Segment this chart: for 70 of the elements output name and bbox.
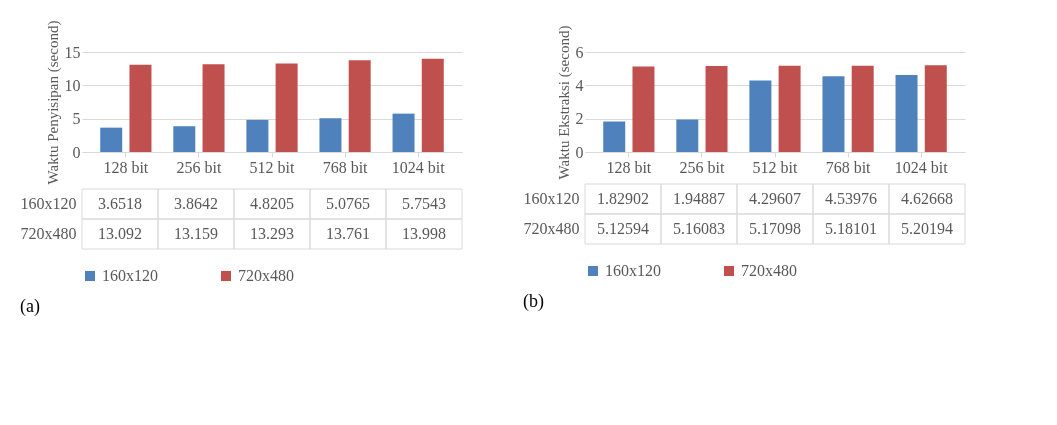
text: 160x120: [523, 190, 580, 207]
text: 160x120: [20, 195, 77, 212]
data-label: 5.7543: [402, 195, 446, 212]
data-label: 1.82902: [597, 190, 649, 207]
y-tick-label: 4: [575, 76, 584, 94]
text: (b): [523, 291, 544, 312]
bar: [778, 65, 801, 152]
bar: [202, 64, 225, 152]
bar: [348, 60, 371, 152]
x-tick-label: 128 bit: [103, 158, 149, 176]
bar: [246, 119, 269, 152]
data-label: 4.62668: [901, 190, 953, 207]
text: 720x480: [523, 220, 580, 237]
bar: [822, 76, 845, 152]
data-label: 13.761: [326, 225, 370, 242]
legend-label: 720x480: [741, 262, 797, 279]
y-tick-label: 15: [64, 43, 81, 61]
x-tick-label: 512 bit: [752, 158, 798, 176]
data-label: 5.0765: [326, 195, 370, 212]
data-label: 3.8642: [174, 195, 218, 212]
data-label: 4.29607: [749, 190, 801, 207]
x-tick-label: 1024 bit: [894, 158, 949, 176]
bar: [924, 65, 947, 152]
y-tick-label: 0: [575, 143, 584, 161]
data-label: 13.092: [98, 225, 142, 242]
data-label: 1.94887: [673, 190, 725, 207]
text: (a): [20, 296, 40, 317]
bar: [129, 64, 152, 152]
y-tick-label: 2: [575, 110, 584, 128]
bar: [392, 113, 415, 152]
data-label: 4.53976: [825, 190, 877, 207]
bar: [275, 63, 298, 152]
data-label: 5.16083: [673, 220, 725, 237]
bar: [421, 58, 444, 152]
bar: [749, 80, 772, 152]
data-label: 5.18101: [825, 220, 877, 237]
bar: [319, 118, 342, 152]
data-label: 13.159: [174, 225, 218, 242]
y-tick-label: 6: [575, 43, 584, 61]
data-label: 5.17098: [749, 220, 801, 237]
y-tick-label: 0: [72, 143, 81, 161]
x-tick-label: 768 bit: [825, 158, 872, 176]
bar: [895, 74, 918, 152]
legend-label: 160x120: [605, 262, 661, 279]
x-tick-label: 512 bit: [249, 158, 295, 176]
y-tick-label: 5: [72, 110, 81, 128]
y-tick-label: 10: [64, 76, 81, 94]
data-label: 5.20194: [901, 220, 953, 237]
bar: [851, 65, 874, 152]
y-axis-title: Waktu Ekstraksi (second): [555, 25, 573, 180]
x-tick-label: 768 bit: [322, 158, 369, 176]
data-label: 13.998: [402, 225, 446, 242]
data-label: 4.8205: [250, 195, 294, 212]
data-label: 13.293: [250, 225, 294, 242]
text: 720x480: [20, 225, 77, 242]
bar: [603, 121, 626, 152]
bar: [632, 66, 655, 152]
legend-label: 720x480: [238, 267, 294, 284]
x-tick-label: 256 bit: [176, 158, 222, 176]
bar: [100, 127, 123, 152]
y-axis-title: Waktu Penyisipan (second): [44, 20, 62, 185]
bar: [173, 126, 196, 152]
bar: [676, 119, 699, 152]
x-tick-label: 1024 bit: [391, 158, 446, 176]
data-label: 5.12594: [597, 220, 649, 237]
x-tick-label: 256 bit: [679, 158, 725, 176]
x-tick-label: 128 bit: [606, 158, 652, 176]
legend-label: 160x120: [102, 267, 158, 284]
bar: [705, 65, 728, 152]
data-label: 3.6518: [98, 195, 142, 212]
